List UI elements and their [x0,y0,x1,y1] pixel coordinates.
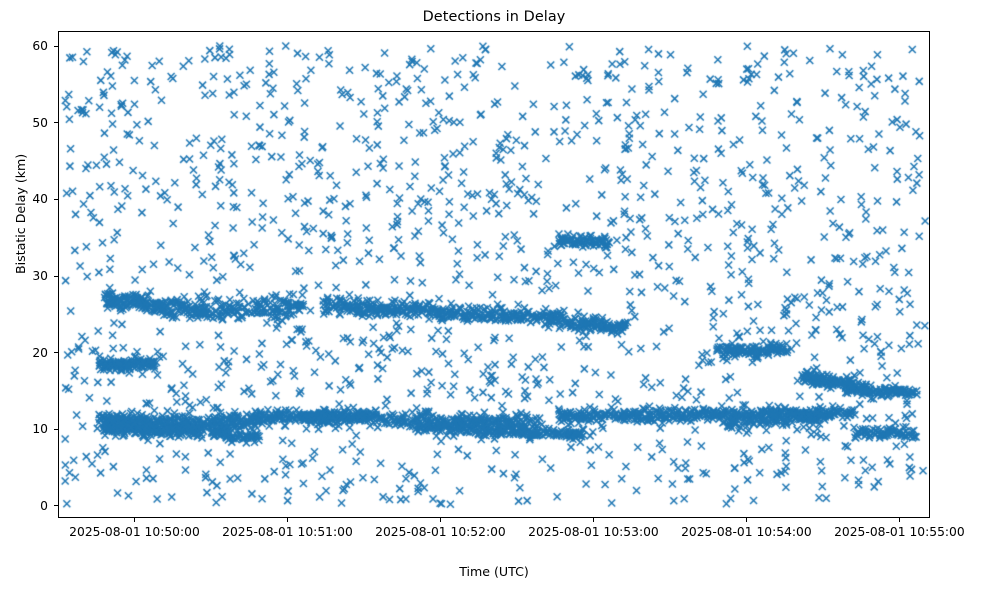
y-tick-label: 0 [40,498,48,513]
y-tick-mark [54,122,58,124]
y-tick-mark [54,198,58,200]
x-tick-mark [286,518,288,522]
x-tick-mark [745,518,747,522]
scatter-plot-canvas [59,32,929,517]
y-tick-label: 10 [32,422,48,437]
x-tick-label: 2025-08-01 10:52:00 [375,525,506,539]
y-tick-mark [54,352,58,354]
x-tick-label: 2025-08-01 10:50:00 [69,525,200,539]
x-tick-label: 2025-08-01 10:55:00 [834,525,965,539]
y-tick-mark [54,428,58,430]
page-title: Detections in Delay [422,9,566,25]
y-tick-label: 50 [32,115,48,130]
x-tick-mark [439,518,441,522]
y-tick-label: 20 [32,345,48,360]
y-axis-label: Bistatic Delay (km) [13,153,28,274]
plot-area [58,31,930,518]
x-axis-label: Time (UTC) [459,564,529,579]
y-tick-mark [54,505,58,507]
x-tick-mark [898,518,900,522]
y-tick-label: 30 [32,269,48,284]
y-tick-label: 60 [32,39,48,54]
x-tick-label: 2025-08-01 10:51:00 [222,525,353,539]
x-tick-label: 2025-08-01 10:54:00 [681,525,812,539]
y-tick-mark [54,275,58,277]
x-tick-mark [133,518,135,522]
x-tick-mark [592,518,594,522]
x-tick-label: 2025-08-01 10:53:00 [528,525,659,539]
y-tick-mark [54,45,58,47]
y-tick-label: 40 [32,192,48,207]
